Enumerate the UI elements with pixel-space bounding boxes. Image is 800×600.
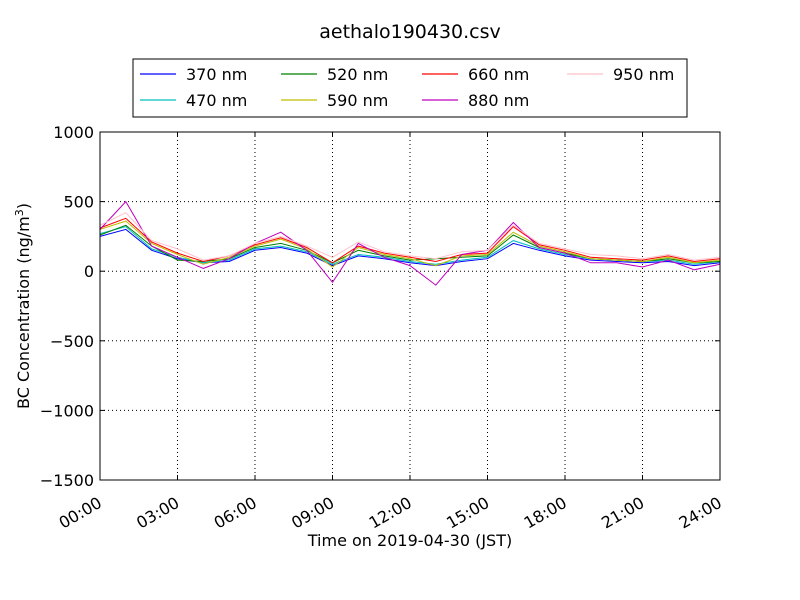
y-axis-label: BC Concentration (ng/m3)	[13, 203, 33, 409]
legend-label: 520 nm	[327, 65, 388, 84]
y-tick-label: −500	[50, 332, 94, 351]
chart-title: aethalo190430.csv	[319, 21, 501, 43]
legend-label: 370 nm	[186, 65, 247, 84]
plot-background	[100, 132, 720, 480]
legend-label: 880 nm	[468, 91, 529, 110]
legend-label: 470 nm	[186, 91, 247, 110]
series-line-950-nm	[99, 212, 721, 261]
series-line-660-nm	[99, 217, 721, 264]
y-axis-label-close: )	[14, 203, 33, 209]
y-tick-label: −1000	[40, 401, 94, 420]
plot-area	[99, 131, 721, 481]
series-lines	[99, 200, 721, 286]
y-axis-label-main: BC Concentration (ng/m	[14, 216, 33, 409]
axis-ticks	[99, 131, 721, 481]
y-tick-label: 1000	[53, 123, 94, 142]
legend: 370 nm 470 nm 520 nm 590 nm 660 nm 880 nm 950 …	[132, 58, 688, 118]
y-axis-label-superscript: 3	[13, 209, 26, 216]
series-line-590-nm	[99, 220, 721, 268]
series-line-880-nm	[99, 200, 721, 286]
y-tick-label: −1500	[40, 471, 94, 490]
y-tick-label: 500	[63, 193, 94, 212]
legend-label: 950 nm	[613, 65, 674, 84]
legend-label: 590 nm	[327, 91, 388, 110]
x-axis-label: Time on 2019-04-30 (JST)	[307, 531, 512, 550]
grid-lines	[100, 132, 720, 480]
y-tick-labels: 1000 500 0 −500 −1000 −1500	[40, 123, 94, 490]
y-tick-label: 0	[84, 262, 94, 281]
legend-label: 660 nm	[468, 65, 529, 84]
legend-frame	[132, 58, 688, 118]
